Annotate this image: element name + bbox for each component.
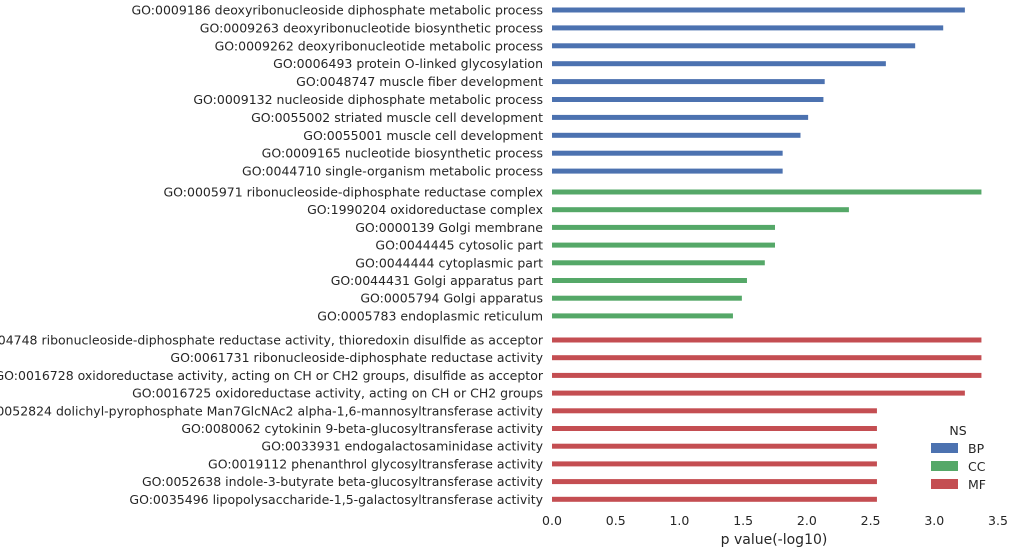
- bar-mf-0: [552, 337, 982, 343]
- bar-mf-7: [552, 461, 877, 467]
- bar-mf-9: [552, 496, 877, 502]
- category-label: GO:0044431 Golgi apparatus part: [331, 273, 543, 288]
- x-tick-label: 0.0: [542, 513, 562, 528]
- category-label: GO:0005794 Golgi apparatus: [360, 291, 543, 306]
- x-tick-label: 1.5: [733, 513, 753, 528]
- category-label: GO:0044445 cytosolic part: [375, 238, 543, 253]
- bar-bp-0: [552, 7, 965, 13]
- category-label: GO:0016728 oxidoreductase activity, acti…: [0, 368, 544, 383]
- x-tick-label: 2.0: [797, 513, 817, 528]
- x-axis-ticks: 0.0 0.5 1.0 1.5 2.0 2.5 3.0 3.5: [542, 513, 1008, 528]
- legend-title: NS: [949, 423, 966, 438]
- bar-cc-3: [552, 242, 775, 248]
- bar-cc-4: [552, 260, 765, 266]
- bar-mf-1: [552, 355, 982, 361]
- category-label: GO:0055002 striated muscle cell developm…: [251, 110, 543, 125]
- x-axis-title: p value(-log10): [721, 532, 828, 548]
- category-label: GO:0004748 ribonucleoside-diphosphate re…: [0, 333, 544, 348]
- category-label: GO:0035496 lipopolysaccharide-1,5-galact…: [129, 492, 543, 507]
- x-tick-label: 1.0: [669, 513, 689, 528]
- category-label: GO:0006493 protein O-linked glycosylatio…: [273, 56, 543, 71]
- category-label: GO:0005783 endoplasmic reticulum: [317, 308, 543, 323]
- legend-swatch-cc: [931, 461, 958, 471]
- category-label: GO:0000139 Golgi membrane: [355, 220, 543, 235]
- category-label: GO:0048747 muscle fiber development: [296, 74, 543, 89]
- legend-swatch-bp: [931, 443, 958, 453]
- category-label: GO:0009165 nucleotide biosynthetic proce…: [262, 146, 543, 161]
- x-tick-label: 2.5: [861, 513, 881, 528]
- bar-bp-5: [552, 97, 824, 102]
- bar-cc-7: [552, 313, 733, 319]
- legend-swatch-mf: [931, 479, 958, 489]
- category-label: GO:0033931 endogalactosaminidase activit…: [261, 439, 543, 454]
- bar-bp-1: [552, 25, 944, 31]
- category-label: GO:0052638 indole-3-butyrate beta-glucos…: [142, 474, 544, 489]
- bar-bp-3: [552, 61, 886, 67]
- bars-group: [552, 7, 982, 502]
- legend-entries: BP CC MF: [931, 441, 986, 492]
- bar-bp-2: [552, 43, 916, 49]
- category-label: GO:0061731 ribonucleoside-diphosphate re…: [170, 350, 543, 365]
- category-label: GO:0009263 deoxyribonucleotide biosynthe…: [200, 20, 543, 35]
- bar-mf-5: [552, 426, 877, 431]
- bar-cc-2: [552, 224, 775, 230]
- legend-label-bp: BP: [968, 441, 985, 456]
- bar-bp-7: [552, 132, 801, 138]
- legend-label-cc: CC: [968, 459, 986, 474]
- category-label: GO:0005971 ribonucleoside-diphosphate re…: [163, 185, 543, 200]
- category-label: GO:0009262 deoxyribonucleotide metabolic…: [215, 38, 543, 53]
- x-tick-label: 0.5: [606, 513, 626, 528]
- x-tick-label: 3.0: [924, 513, 944, 528]
- category-label: GO:0009186 deoxyribonucleoside diphospha…: [132, 3, 544, 18]
- bar-mf-3: [552, 390, 965, 396]
- category-label: GO:0009132 nucleoside diphosphate metabo…: [193, 92, 543, 107]
- bar-cc-1: [552, 207, 849, 213]
- bar-mf-4: [552, 408, 877, 414]
- bar-cc-0: [552, 189, 982, 195]
- legend: NS BP CC MF: [931, 423, 986, 492]
- category-label: GO:0055001 muscle cell development: [303, 128, 543, 143]
- category-label: GO:0044444 cytoplasmic part: [355, 255, 543, 270]
- bar-cc-5: [552, 278, 747, 283]
- category-labels: GO:0009186 deoxyribonucleoside diphospha…: [0, 3, 544, 507]
- category-label: GO:0016725 oxidoreductase activity, acti…: [132, 386, 543, 401]
- category-label: GO:0080062 cytokinin 9-beta-glucosyltran…: [181, 421, 543, 436]
- category-label: GO:0044710 single-organism metabolic pro…: [242, 164, 543, 179]
- category-label: GO:0019112 phenanthrol glycosyltransfera…: [208, 456, 544, 471]
- bar-bp-4: [552, 79, 825, 85]
- category-label: GO:1990204 oxidoreductase complex: [307, 202, 543, 217]
- bar-mf-2: [552, 372, 982, 378]
- category-label: GO:0052824 dolichyl-pyrophosphate Man7Gl…: [0, 403, 544, 418]
- bar-bp-9: [552, 168, 783, 174]
- bar-mf-6: [552, 443, 877, 449]
- x-tick-label: 3.5: [988, 513, 1008, 528]
- bar-mf-8: [552, 479, 877, 485]
- bar-bp-8: [552, 150, 783, 156]
- legend-label-mf: MF: [968, 477, 986, 492]
- bar-cc-6: [552, 295, 742, 301]
- bar-bp-6: [552, 114, 809, 120]
